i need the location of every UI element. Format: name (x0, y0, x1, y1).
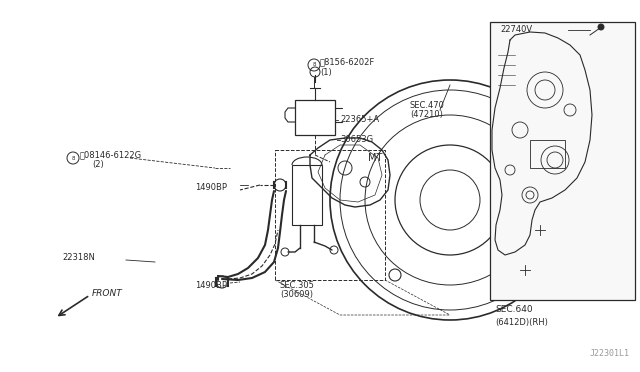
Text: (6412D)(RH): (6412D)(RH) (495, 317, 548, 327)
Text: 1490BP: 1490BP (195, 280, 227, 289)
Text: 22365+A: 22365+A (340, 115, 379, 125)
Bar (292, 165, 322, 225)
Bar (490, 22, 635, 300)
Text: 8: 8 (71, 155, 75, 160)
Text: (47210): (47210) (410, 110, 443, 119)
Text: ⒇08146-6122G: ⒇08146-6122G (80, 151, 142, 160)
Text: SEC.640: SEC.640 (495, 305, 532, 314)
Text: 22318N: 22318N (62, 253, 95, 263)
Text: (30609): (30609) (280, 291, 313, 299)
Bar (275, 150, 385, 280)
Text: 30653G: 30653G (340, 135, 373, 144)
Text: (1): (1) (320, 67, 332, 77)
Text: 22740V: 22740V (500, 26, 532, 35)
Text: SEC.470: SEC.470 (410, 100, 445, 109)
Text: (2): (2) (92, 160, 104, 170)
Circle shape (598, 24, 604, 30)
Text: ⒈8156-6202F: ⒈8156-6202F (320, 58, 375, 67)
Text: MT: MT (368, 153, 382, 163)
Bar (530, 140, 565, 168)
Bar (295, 100, 335, 135)
Text: SEC.305: SEC.305 (280, 280, 315, 289)
Text: FRONT: FRONT (92, 289, 123, 298)
Text: J22301L1: J22301L1 (590, 349, 630, 358)
Text: 8: 8 (312, 62, 316, 67)
Text: 1490BP: 1490BP (195, 183, 227, 192)
